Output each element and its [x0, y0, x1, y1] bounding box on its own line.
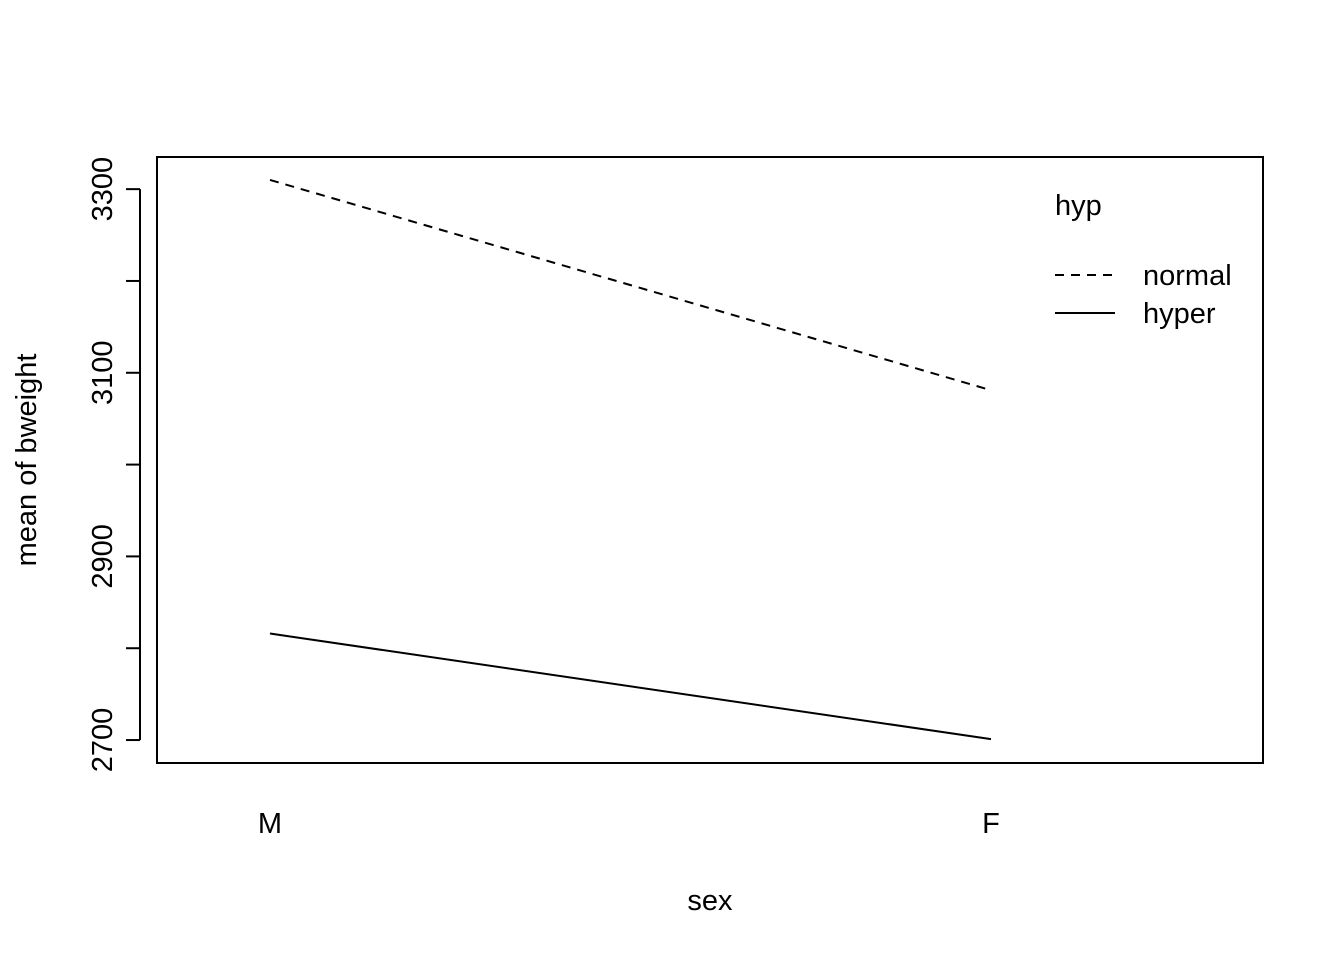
legend: hyp normal hyper — [1055, 190, 1232, 330]
series-lines — [269, 178, 992, 741]
series-line-normal — [269, 178, 992, 392]
legend-label-normal: normal — [1143, 260, 1232, 292]
y-tick-label: 2700 — [87, 708, 119, 773]
legend-label-hyper: hyper — [1143, 298, 1216, 330]
series-line-hyper — [269, 632, 992, 741]
y-axis: 2700 2900 3100 3300 — [87, 157, 141, 773]
y-tick-label: 2900 — [87, 524, 119, 589]
y-axis-title: mean of bweight — [11, 354, 43, 567]
legend-title: hyp — [1055, 190, 1102, 222]
plot-box — [156, 156, 1264, 764]
x-tick-label: M — [258, 808, 282, 840]
x-axis-title: sex — [687, 885, 733, 917]
y-tick-label: 3300 — [87, 157, 119, 222]
y-tick-label: 3100 — [87, 341, 119, 406]
x-tick-label: F — [982, 808, 1000, 840]
